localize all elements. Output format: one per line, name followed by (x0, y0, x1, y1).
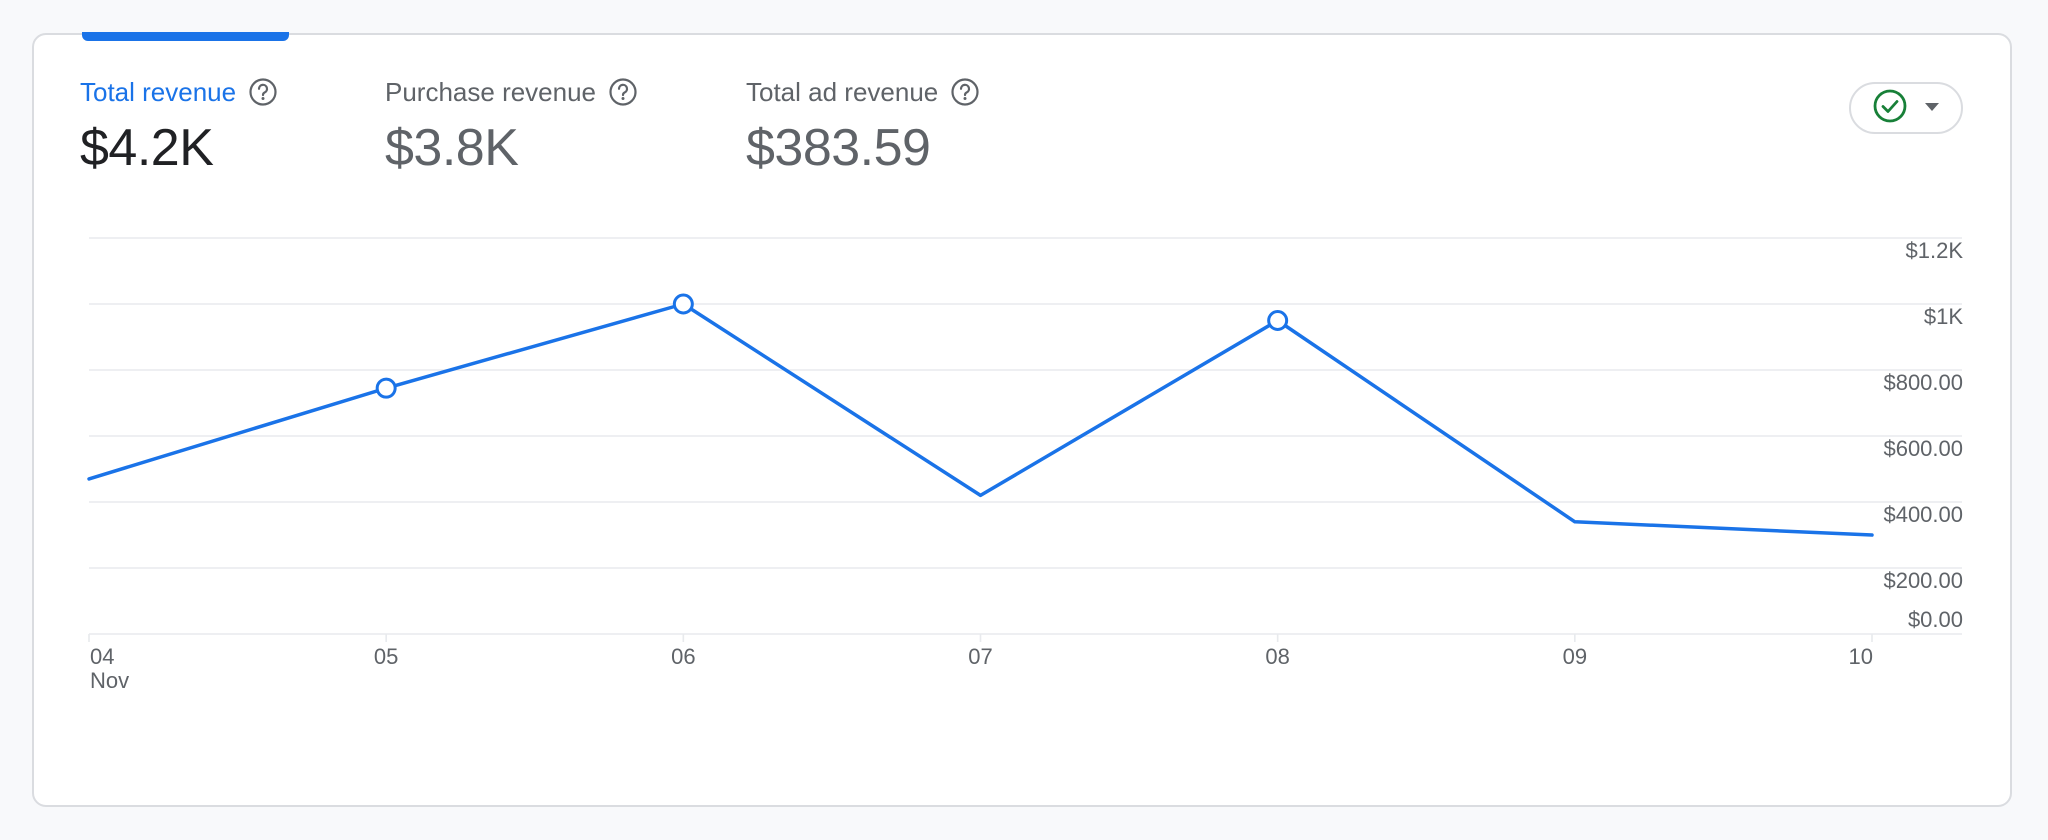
metric-label: Total revenue (80, 76, 237, 107)
metric-value: $3.8K (385, 119, 519, 177)
metric-label: Purchase revenue (385, 76, 597, 107)
metric-value: $4.2K (80, 119, 214, 177)
metric-value: $383.59 (746, 119, 931, 177)
check-circle-icon (1872, 88, 1908, 129)
help-icon[interactable] (248, 77, 278, 107)
metric-total-revenue[interactable]: Total revenue $4.2K (80, 74, 278, 178)
active-metric-indicator (82, 32, 289, 41)
metric-label: Total ad revenue (746, 76, 939, 107)
help-icon[interactable] (950, 77, 980, 107)
help-icon[interactable] (608, 77, 638, 107)
metric-total-ad-revenue[interactable]: Total ad revenue $383.59 (746, 74, 980, 178)
metric-purchase-revenue[interactable]: Purchase revenue $3.8K (385, 74, 638, 178)
revenue-card (32, 33, 2012, 807)
status-dropdown-button[interactable] (1849, 82, 1963, 134)
caret-down-icon (1924, 99, 1940, 117)
